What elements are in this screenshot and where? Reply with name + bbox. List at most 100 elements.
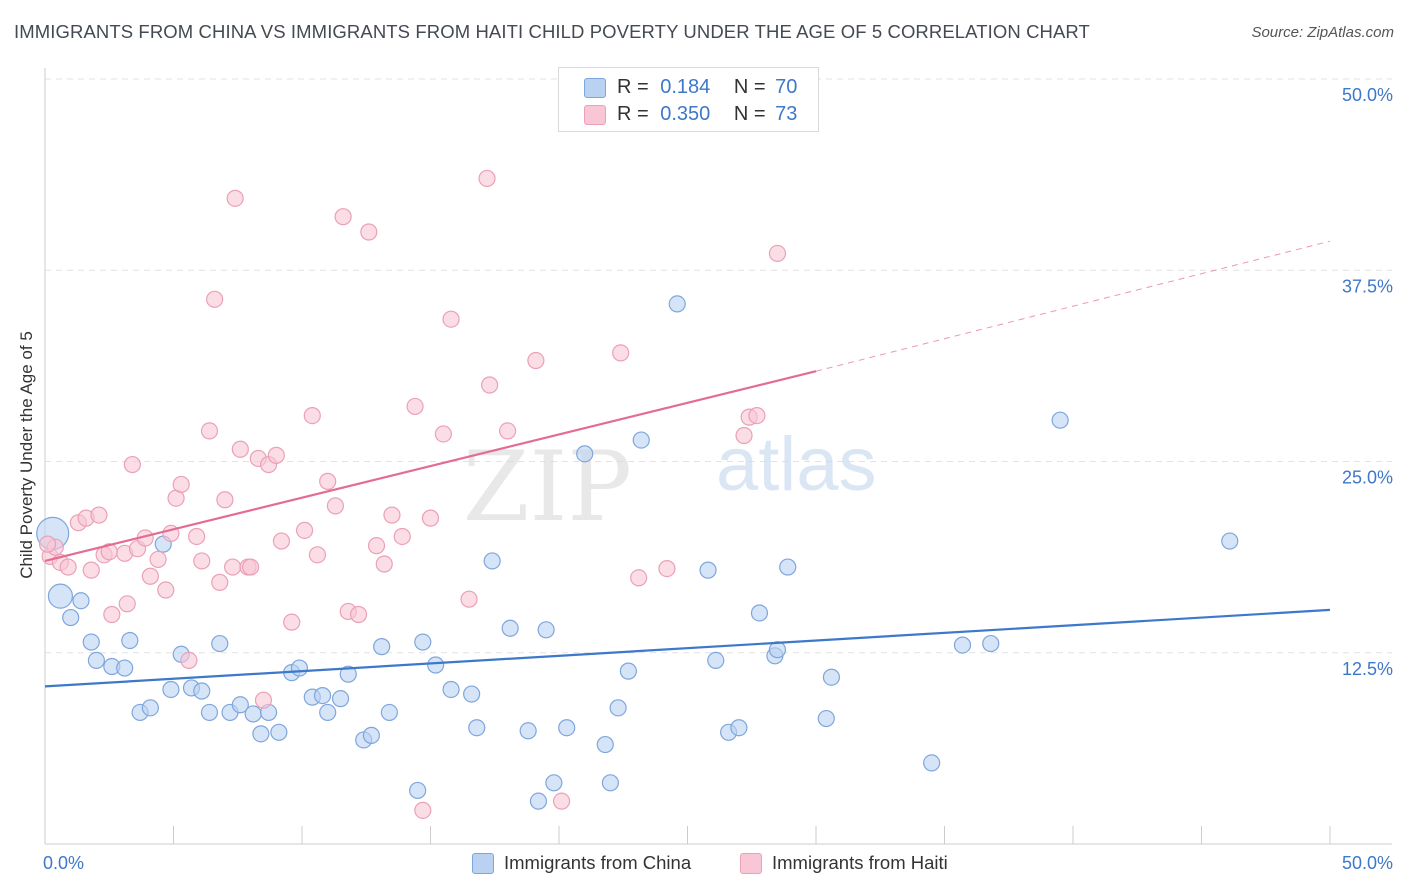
data-point-china [427,656,445,674]
data-point-china [619,662,637,680]
data-point-china [252,725,270,743]
data-point-china [601,774,620,792]
data-point-china [822,668,841,686]
data-point-haiti [272,532,291,550]
trend-line-china [44,608,1331,688]
data-point-china [779,558,797,576]
data-point-haiti [630,569,648,587]
data-point-china [463,685,481,703]
data-point-china [768,641,787,659]
data-point-haiti [157,581,175,599]
data-point-china [668,295,686,313]
data-point-china [87,651,106,670]
x-tick-label: 50.0% [1342,853,1393,873]
data-point-china [596,735,614,754]
data-point-haiti [406,397,424,416]
data-point-china [817,709,835,728]
tick-labels: 12.5% 25.0% 37.5% 50.0% 0.0% 50.0% [43,85,1393,873]
data-point-haiti [267,446,285,464]
data-point-haiti [349,605,368,624]
data-point-china [331,690,350,708]
bottom-legend-label-china: Immigrants from China [504,852,692,873]
data-point-haiti [59,558,77,576]
data-point-china [47,583,74,609]
data-point-haiti [334,208,352,226]
correlation-legend: R = 0.184 N = 70 R = 0.350 N = 73 [558,67,819,132]
x-tick-label: 0.0% [43,853,84,873]
data-point-haiti [231,440,249,458]
data-point-china [707,651,725,670]
data-point-haiti [478,169,496,188]
legend-r-value-china: 0.184 [660,76,711,98]
data-point-china [923,754,941,772]
data-point-china [632,431,650,449]
data-point-haiti [100,543,118,561]
data-point-china [545,774,563,792]
data-point-china [270,723,288,741]
data-point-haiti [308,546,327,564]
data-point-china [409,781,427,800]
data-point-haiti [38,535,57,553]
data-point-haiti [360,223,378,241]
data-point-haiti [735,426,753,445]
data-point-haiti [658,559,676,578]
data-point-china [468,719,486,737]
data-point-haiti [499,422,517,440]
data-point-china [339,665,357,683]
data-point-haiti [326,497,345,515]
data-point-china [537,621,555,639]
legend-n-value-china: 70 [775,76,798,98]
axes [44,68,1392,845]
data-point-china [558,719,576,737]
data-point-haiti [242,558,260,576]
data-point-haiti [254,691,273,709]
data-point-china [380,703,398,722]
data-point-haiti [283,613,301,631]
legend-swatch-haiti [584,105,606,125]
data-point-haiti [552,792,571,810]
data-point-haiti [295,521,314,539]
data-point-haiti [211,573,229,591]
bottom-legend-swatch-china [472,853,494,874]
data-point-haiti [82,561,100,579]
data-point-haiti [180,651,198,670]
data-point-haiti [375,555,393,573]
data-point-haiti [421,509,440,527]
data-point-china [82,633,100,651]
legend-r-label: R = [617,76,649,98]
trend-line-haiti-extension [815,240,1331,372]
data-point-china [200,703,219,722]
data-point-haiti [200,422,219,440]
data-point-haiti [188,527,206,546]
data-point-china [313,686,332,705]
legend-n-label: N = [733,103,766,125]
data-point-haiti [414,801,432,819]
data-point-china [231,696,249,714]
data-point-haiti [612,344,630,362]
data-point-haiti [206,290,224,308]
data-point-china [319,703,337,722]
bottom-legend-label-haiti: Immigrants from Haiti [772,852,948,873]
legend-n-value-haiti: 73 [775,103,798,125]
trend-lines [44,240,1331,688]
y-tick-label: 12.5% [1342,659,1393,679]
data-point-haiti [393,527,411,546]
data-point-haiti [434,425,452,443]
data-point-china [62,608,80,627]
data-point-haiti [216,491,234,509]
data-point-haiti [319,472,337,490]
data-point-china [519,722,537,740]
data-point-china [211,634,229,653]
data-point-china [442,680,460,699]
data-point-haiti [442,310,460,328]
data-point-china [982,634,1000,653]
data-point-china [193,682,211,700]
data-point-haiti [460,590,478,608]
data-points [36,85,1239,819]
watermark-zip: ZIP [463,431,632,543]
data-point-china [609,699,627,717]
data-point-haiti [123,455,141,474]
legend-n-label: N = [733,76,766,98]
watermark: ZIP atlas [463,422,877,543]
